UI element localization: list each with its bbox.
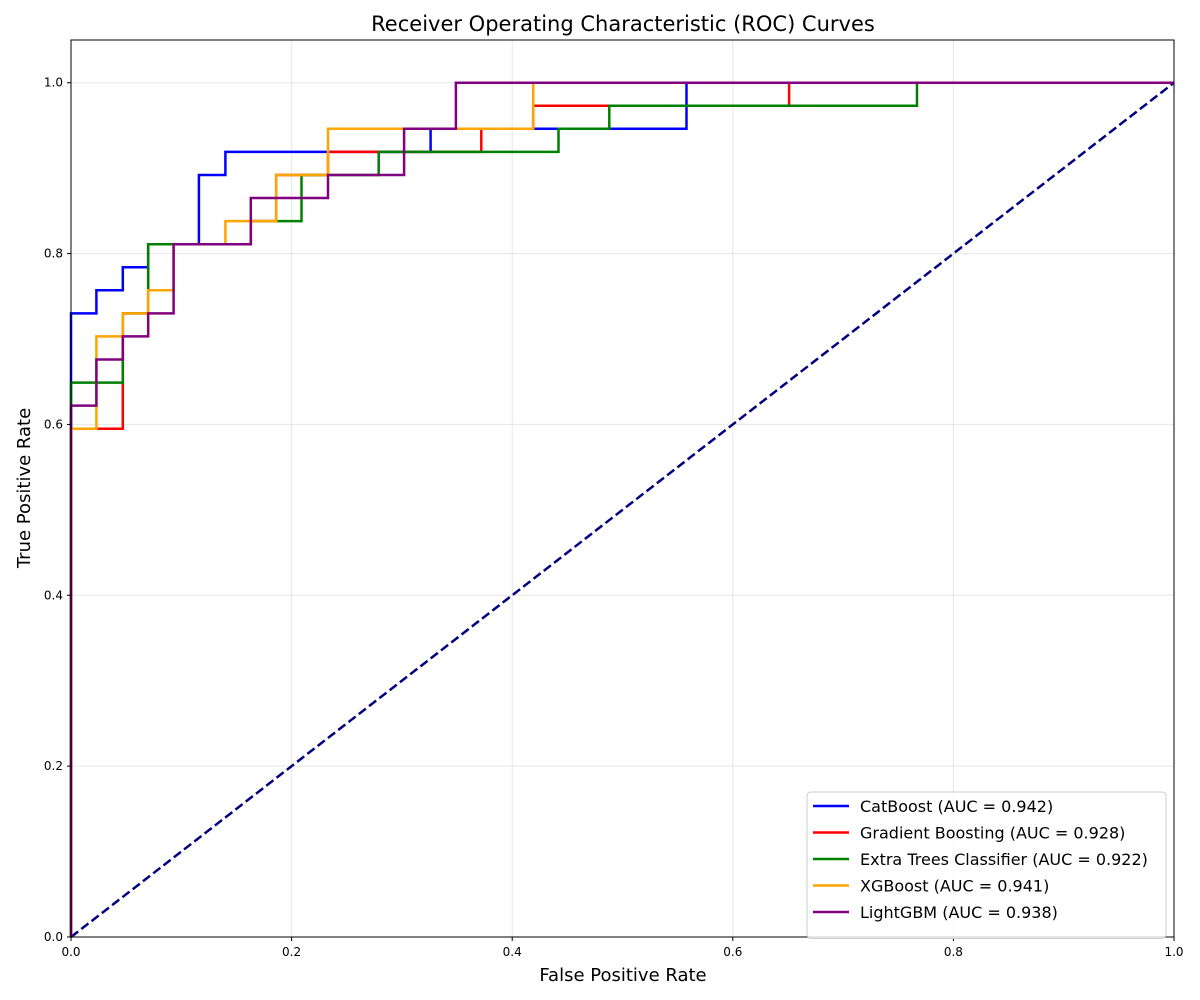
y-tick-label: 0.4 <box>44 588 63 602</box>
x-tick-label: 0.2 <box>282 945 301 959</box>
curves <box>69 81 1175 938</box>
x-tick-label: 0.0 <box>61 945 80 959</box>
legend-label: LightGBM (AUC = 0.938) <box>860 903 1058 922</box>
y-tick-label: 0.0 <box>44 930 63 944</box>
legend-label: Gradient Boosting (AUC = 0.928) <box>860 824 1125 843</box>
chart-title: Receiver Operating Characteristic (ROC) … <box>371 12 875 36</box>
y-tick-label: 0.8 <box>44 247 63 261</box>
ticks: 0.0 0.2 0.4 0.6 0.8 1.0 0.0 0.2 0.4 0.6 0.8 1.0 <box>44 76 1184 959</box>
y-tick-label: 0.6 <box>44 417 63 431</box>
roc-curve-4 <box>69 81 1174 937</box>
legend-label: CatBoost (AUC = 0.942) <box>860 797 1053 816</box>
legend-label: XGBoost (AUC = 0.941) <box>860 877 1049 896</box>
plot-frame <box>70 39 1175 938</box>
x-tick-label: 0.4 <box>503 945 522 959</box>
y-axis-title: True Positive Rate <box>14 408 35 569</box>
x-axis-title: False Positive Rate <box>539 965 706 986</box>
legend-label: Extra Trees Classifier (AUC = 0.922) <box>860 850 1148 869</box>
reference-diagonal-line <box>70 81 1175 938</box>
x-tick-label: 0.6 <box>723 945 742 959</box>
legend-box <box>806 791 1167 939</box>
y-tick-label: 0.2 <box>44 759 63 773</box>
y-tick-label: 1.0 <box>44 76 63 90</box>
x-tick-label: 1.0 <box>1164 945 1183 959</box>
legend: CatBoost (AUC = 0.942) Gradient Boosting … <box>806 791 1167 939</box>
x-tick-label: 0.8 <box>944 945 963 959</box>
grid <box>70 40 1175 938</box>
